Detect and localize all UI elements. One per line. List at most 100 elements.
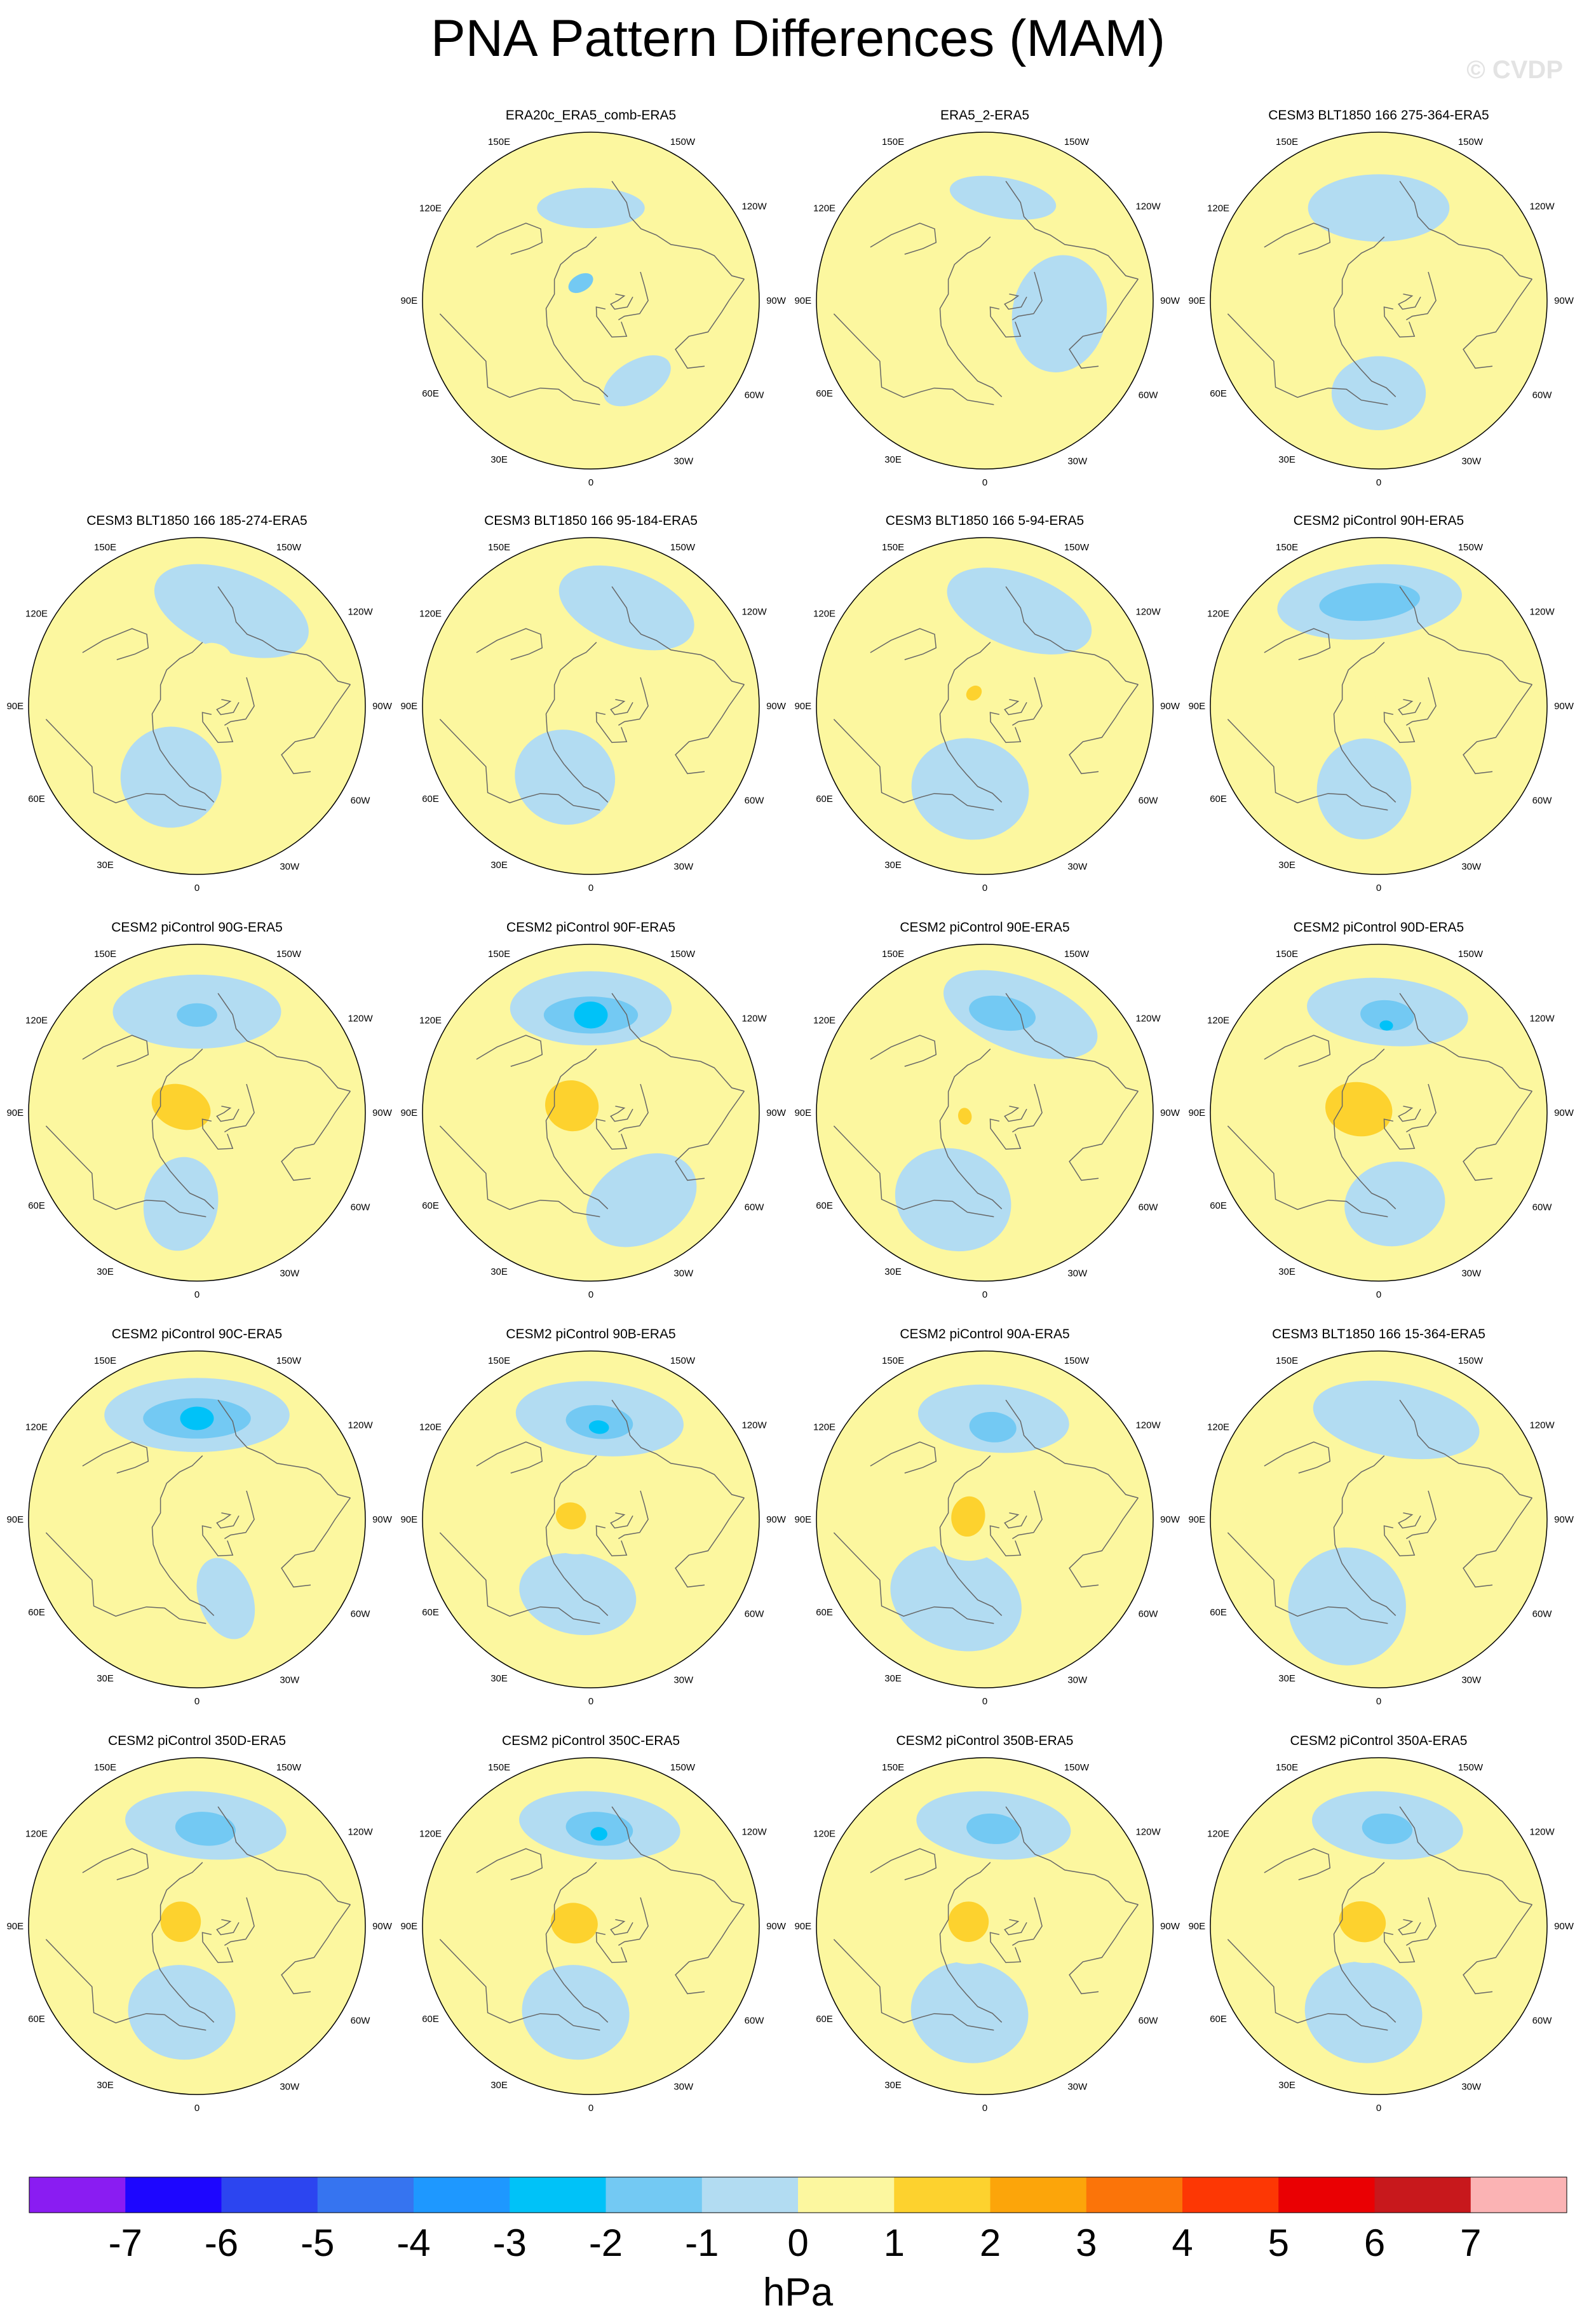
longitude-label: 120E bbox=[1207, 1015, 1229, 1026]
coastline bbox=[611, 586, 745, 685]
longitude-label: 120W bbox=[1529, 1014, 1555, 1024]
longitude-label: 30E bbox=[884, 1266, 902, 1277]
negative-anomaly bbox=[196, 1558, 255, 1640]
longitude-label: 60W bbox=[351, 795, 371, 806]
map-panel: CESM2 piControl 350A-ERA5180090W90E150W1… bbox=[1182, 1734, 1576, 2140]
longitude-label: 90W bbox=[1554, 701, 1574, 712]
longitude-label: 180 bbox=[977, 1751, 992, 1753]
longitude-label: 120W bbox=[348, 1014, 373, 1024]
panel-title: CESM2 piControl 350A-ERA5 bbox=[1290, 1734, 1468, 1748]
longitude-label: 180 bbox=[977, 938, 992, 940]
longitude-label: 60E bbox=[422, 1607, 439, 1618]
longitude-label: 0 bbox=[588, 2103, 593, 2114]
coastline bbox=[611, 1399, 745, 1498]
map-border bbox=[422, 944, 760, 1282]
coastline bbox=[216, 1512, 240, 1529]
longitude-label: 60W bbox=[351, 2015, 371, 2026]
longitude-label: 90E bbox=[794, 295, 811, 306]
longitude-label: 180 bbox=[189, 1751, 205, 1753]
coastline bbox=[1398, 1105, 1421, 1122]
longitude-label: 0 bbox=[588, 883, 593, 893]
coastline bbox=[618, 271, 649, 321]
longitude-label: 60E bbox=[28, 794, 45, 804]
longitude-label: 120E bbox=[419, 1015, 442, 1026]
positive-anomaly bbox=[1341, 1463, 1391, 1506]
negative-anomaly bbox=[966, 1813, 1020, 1844]
negative-anomaly bbox=[515, 730, 616, 825]
longitude-label: 30E bbox=[1278, 2080, 1295, 2091]
positive-anomaly bbox=[1339, 1901, 1386, 1943]
coastline bbox=[281, 684, 351, 775]
longitude-label: 30W bbox=[280, 1674, 300, 1685]
longitude-label: 90E bbox=[1188, 295, 1205, 306]
longitude-label: 150E bbox=[94, 1762, 116, 1773]
negative-anomaly bbox=[1319, 583, 1420, 621]
longitude-label: 30E bbox=[490, 860, 508, 871]
longitude-label: 0 bbox=[588, 477, 593, 488]
coastline bbox=[989, 712, 1022, 743]
longitude-label: 90W bbox=[1160, 701, 1180, 712]
longitude-label: 120E bbox=[419, 203, 442, 214]
colorbar-tick-label: 3 bbox=[1076, 2222, 1097, 2264]
map-panel: CESM2 piControl 350C-ERA5180090W90E150W1… bbox=[394, 1734, 788, 2140]
negative-anomaly bbox=[1011, 255, 1107, 372]
longitude-label: 150W bbox=[276, 1762, 302, 1773]
coastline bbox=[833, 1939, 994, 2031]
longitude-label: 150E bbox=[1276, 949, 1298, 960]
coastline bbox=[1264, 1848, 1331, 1880]
coastline bbox=[224, 1897, 255, 1946]
map-border bbox=[816, 132, 1154, 470]
longitude-label: 0 bbox=[194, 883, 200, 893]
coastline bbox=[870, 222, 937, 255]
panel-title: CESM2 piControl 350C-ERA5 bbox=[501, 1734, 680, 1748]
map-border bbox=[422, 537, 760, 875]
coastline bbox=[1406, 271, 1437, 321]
panel-title: CESM2 piControl 90B-ERA5 bbox=[506, 1327, 676, 1341]
polar-map: 180 0 90W 90E 150W 120W 150E 120E 60W 30W 60E 30E bbox=[794, 938, 1180, 1300]
longitude-label: 120E bbox=[419, 1422, 442, 1432]
longitude-label: 150W bbox=[670, 1355, 696, 1366]
longitude-label: 120W bbox=[1135, 1827, 1161, 1838]
longitude-label: 60W bbox=[745, 1608, 765, 1619]
negative-anomaly bbox=[568, 273, 593, 294]
coastline bbox=[216, 1105, 240, 1122]
colorbar-box bbox=[29, 2177, 126, 2213]
negative-anomaly bbox=[1304, 1961, 1423, 2063]
longitude-label: 60E bbox=[1210, 2014, 1227, 2025]
longitude-label: 150E bbox=[94, 542, 116, 553]
longitude-label: 60W bbox=[1532, 1202, 1553, 1212]
coastline bbox=[545, 1862, 609, 2023]
panel-title: CESM2 piControl 90E-ERA5 bbox=[900, 920, 1070, 935]
negative-anomaly bbox=[1331, 356, 1426, 431]
longitude-label: 0 bbox=[1376, 1289, 1381, 1300]
coastline bbox=[201, 1932, 234, 1964]
coastline bbox=[439, 313, 600, 405]
coastline bbox=[545, 236, 609, 397]
coastline bbox=[618, 1897, 649, 1946]
polar-map: 180 0 90W 90E 150W 120W 150E 120E 60W 30W 60E 30E bbox=[1188, 1345, 1574, 1707]
longitude-label: 150W bbox=[1458, 137, 1484, 147]
longitude-label: 150E bbox=[882, 542, 904, 553]
colorbar-tick-label: 6 bbox=[1364, 2222, 1385, 2264]
longitude-label: 150E bbox=[1276, 542, 1298, 553]
coastline bbox=[1333, 236, 1396, 397]
longitude-label: 90W bbox=[1160, 1108, 1180, 1118]
map-border bbox=[816, 537, 1154, 875]
longitude-label: 150E bbox=[882, 1762, 904, 1773]
coastline bbox=[989, 1525, 1022, 1557]
longitude-label: 90W bbox=[372, 1108, 393, 1118]
longitude-label: 150W bbox=[1458, 949, 1484, 960]
map-panel: CESM3 BLT1850 166 275-364-ERA5 180 0 90W 90E… bbox=[1182, 108, 1576, 515]
polar-map: 180 0 90W 90E 150W 120W 150E 120E 60W 30W 60E 30E bbox=[6, 1345, 392, 1707]
coastline bbox=[833, 1125, 994, 1218]
longitude-label: 90W bbox=[1160, 295, 1180, 306]
longitude-label: 180 bbox=[1370, 1345, 1386, 1347]
longitude-label: 60E bbox=[816, 1607, 833, 1618]
longitude-label: 180 bbox=[189, 1345, 205, 1347]
coastline bbox=[1069, 684, 1139, 775]
coastline bbox=[595, 306, 628, 338]
longitude-label: 150E bbox=[882, 949, 904, 960]
polar-map: 180 0 90W 90E 150W 120W 150E 120E 60W 30W 60E 30E bbox=[6, 1751, 392, 2114]
longitude-label: 150W bbox=[276, 542, 302, 553]
coastline bbox=[1399, 1806, 1532, 1905]
